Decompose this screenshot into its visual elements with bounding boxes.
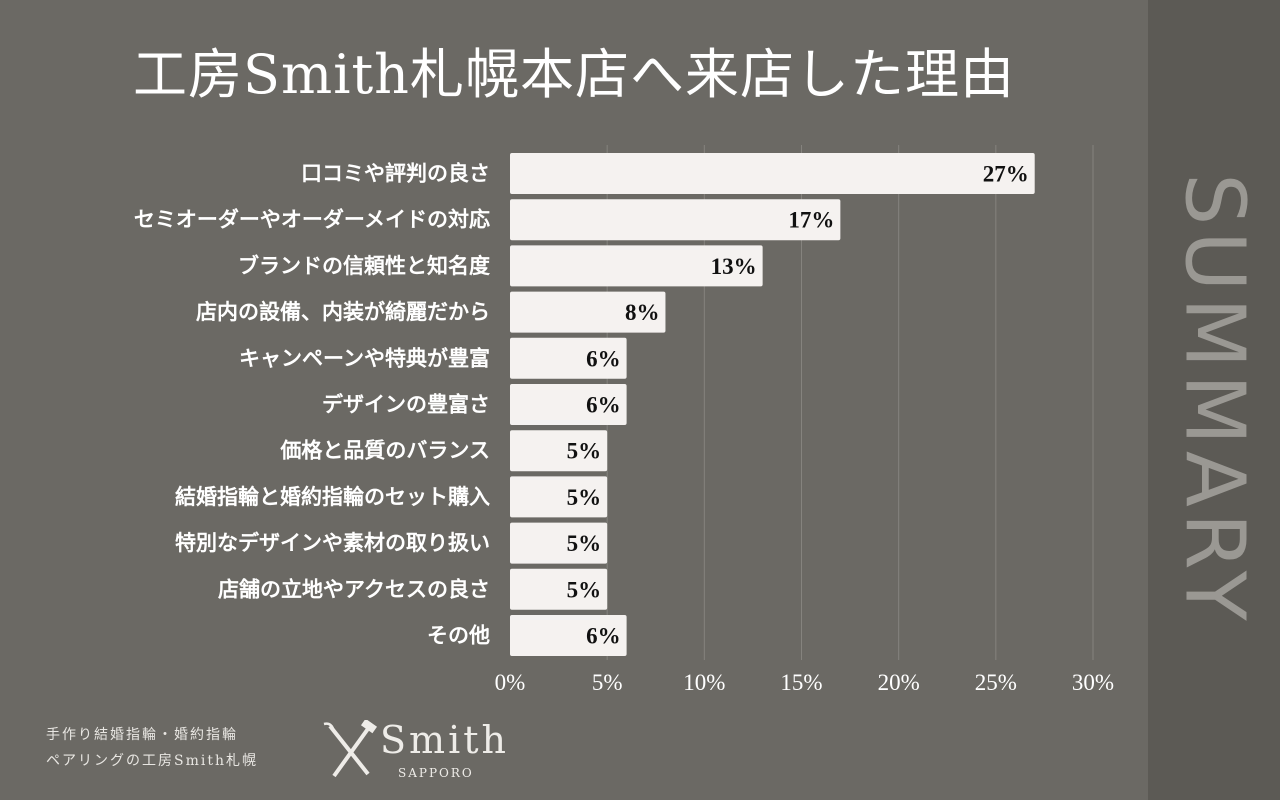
- data-label: 8%: [625, 300, 660, 325]
- logo-sub: SAPPORO: [398, 766, 474, 780]
- tagline-line-1: 手作り結婚指輪・婚約指輪: [46, 727, 238, 743]
- data-label: 6%: [586, 393, 621, 418]
- category-label: 結婚指輪と婚約指輪のセット購入: [175, 484, 490, 509]
- data-label: 13%: [711, 254, 757, 279]
- bar: [510, 291, 666, 333]
- bar: [510, 245, 763, 287]
- data-label: 5%: [567, 577, 602, 602]
- bar: [510, 430, 608, 472]
- bar: [510, 199, 841, 241]
- category-label: 店舗の立地やアクセスの良さ: [218, 576, 490, 601]
- category-label: 価格と品質のバランス: [279, 438, 490, 463]
- data-label: 27%: [983, 162, 1029, 187]
- data-label: 5%: [567, 485, 602, 510]
- tagline-line-2: ペアリングの工房Smith札幌: [46, 753, 258, 769]
- bar: [510, 337, 627, 379]
- x-tick-label: 5%: [592, 670, 623, 695]
- x-tick-label: 10%: [683, 670, 725, 695]
- data-label: 5%: [567, 531, 602, 556]
- tagline: 手作り結婚指輪・婚約指輪 ペアリングの工房Smith札幌: [46, 722, 258, 774]
- category-label: ブランドの信頼性と知名度: [238, 253, 490, 278]
- category-label: その他: [427, 623, 490, 648]
- x-tick-label: 15%: [780, 670, 822, 695]
- bar: [510, 153, 1035, 194]
- category-label: 特別なデザインや素材の取り扱い: [175, 530, 490, 555]
- x-tick-label: 30%: [1072, 670, 1114, 695]
- chart-title: 工房Smith札幌本店へ来店した理由: [133, 43, 1015, 106]
- bar: [510, 476, 608, 518]
- data-label: 5%: [567, 439, 602, 464]
- bar: [510, 384, 627, 425]
- category-label: 店内の設備、内装が綺麗だから: [196, 299, 490, 324]
- tools-logo-icon: [323, 720, 378, 778]
- bar: [510, 568, 608, 610]
- bar: [510, 522, 608, 564]
- data-label: 6%: [586, 624, 621, 649]
- x-tick-label: 20%: [878, 670, 920, 695]
- logo-name: Smith: [380, 718, 509, 762]
- x-tick-label: 25%: [975, 670, 1017, 695]
- data-label: 17%: [788, 208, 834, 233]
- category-label: デザインの豊富さ: [322, 392, 490, 417]
- category-label: キャンペーンや特典が豊富: [239, 345, 490, 370]
- side-panel: [1148, 0, 1280, 800]
- category-label: セミオーダーやオーダーメイドの対応: [134, 207, 490, 232]
- x-tick-label: 0%: [495, 670, 526, 695]
- data-label: 6%: [586, 346, 621, 371]
- category-label: 口コミや評判の良さ: [301, 161, 490, 186]
- bar: [510, 615, 627, 656]
